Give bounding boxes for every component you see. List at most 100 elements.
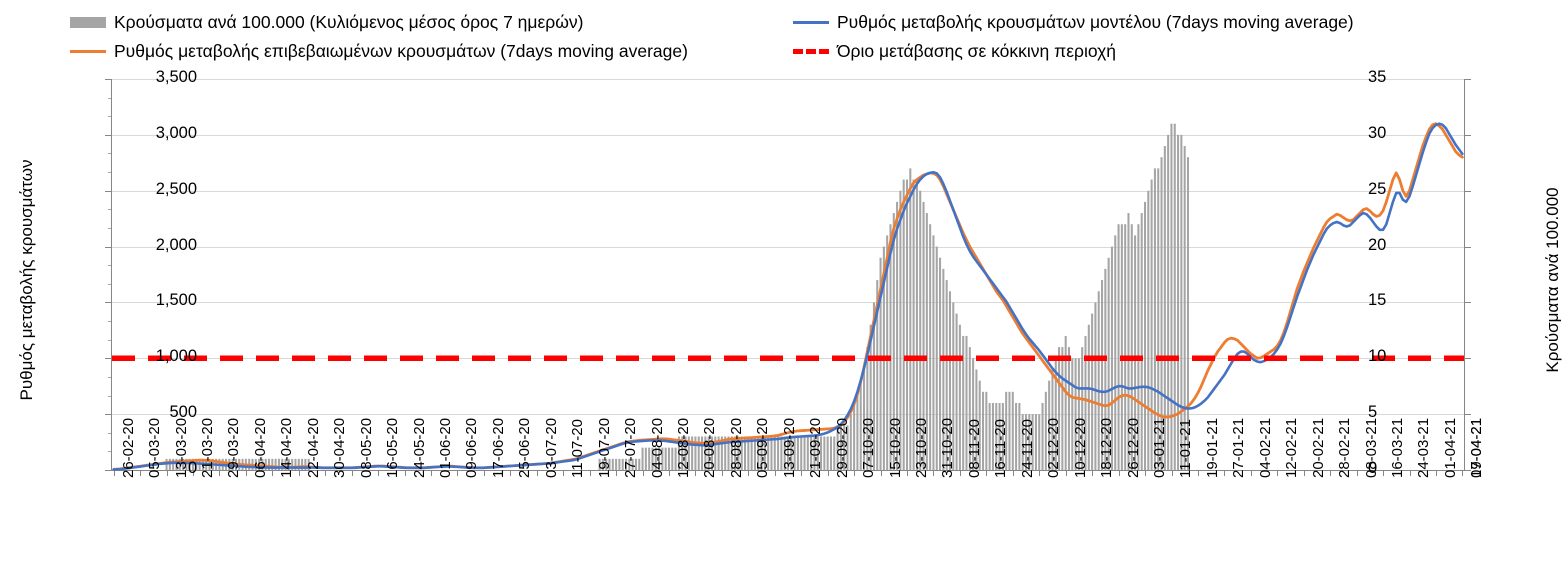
bar	[1114, 235, 1117, 470]
y-axis-label-left: 500	[169, 403, 197, 422]
bar	[876, 280, 879, 470]
bar	[1127, 213, 1130, 470]
y-axis-label-left: 1,000	[155, 347, 197, 366]
x-tick	[1171, 470, 1173, 476]
bar	[760, 436, 763, 470]
bar	[661, 447, 664, 470]
y-tick-minor	[108, 116, 112, 118]
bar	[714, 436, 717, 470]
bar	[1041, 402, 1044, 470]
x-axis-label: 27-07-20	[622, 417, 640, 478]
x-tick	[854, 470, 856, 476]
bar	[697, 436, 700, 470]
legend-item-bars[interactable]: Κρούσματα ανά 100.000 (Κυλιόμενος μέσος …	[70, 12, 583, 32]
x-tick	[642, 470, 644, 476]
y-axis-label-left: 1,500	[155, 291, 197, 310]
y-tick-minor	[108, 321, 112, 323]
bar	[839, 425, 842, 470]
bar	[1067, 347, 1070, 470]
bar	[1097, 291, 1100, 470]
bar	[919, 190, 922, 470]
x-tick	[431, 470, 432, 476]
y-axis-label-left: 0	[187, 459, 197, 477]
bar	[1147, 190, 1150, 470]
bar	[294, 458, 297, 470]
legend-item-threshold[interactable]: Όριο μετάβασης σε κόκκινη περιοχή	[793, 41, 1116, 61]
bar	[1094, 302, 1097, 470]
bar	[899, 190, 902, 470]
bar	[744, 436, 747, 470]
x-axis-label: 24-05-20	[410, 417, 428, 478]
bar	[707, 436, 710, 470]
x-tick	[774, 470, 776, 476]
bar	[1077, 358, 1080, 470]
bar	[972, 358, 975, 470]
bar	[638, 458, 641, 470]
legend-item-model-line[interactable]: Ρυθμός μεταβολής κρουσμάτων μοντέλου (7d…	[793, 12, 1354, 32]
x-axis-label: 08-11-20	[965, 419, 983, 478]
bar	[905, 179, 909, 470]
x-tick	[959, 470, 961, 476]
y-axis-label-right: 5	[1368, 403, 1378, 422]
bar	[982, 391, 985, 470]
bar	[178, 458, 181, 470]
plot-background	[112, 79, 1464, 470]
bar	[1018, 402, 1021, 470]
y-axis-label-right: 20	[1368, 235, 1387, 254]
bar	[284, 458, 287, 470]
gridline	[112, 134, 1464, 136]
bar	[773, 436, 776, 470]
bar	[634, 458, 637, 470]
bar	[866, 347, 869, 470]
y-tick-minor	[108, 376, 112, 378]
x-axis-label: 24-11-20	[1018, 419, 1036, 478]
legend-label-bars: Κρούσματα ανά 100.000 (Κυλιόμενος μέσος …	[114, 12, 584, 32]
x-axis-label: 19-07-20	[595, 417, 613, 478]
x-axis-label: 03-07-20	[542, 417, 560, 478]
bar	[829, 436, 832, 470]
bar	[1170, 123, 1173, 470]
bar	[730, 436, 733, 470]
bar	[1153, 168, 1156, 470]
x-axis-label: 13-03-20	[172, 417, 190, 478]
x-tick	[1197, 470, 1199, 476]
bar	[892, 213, 895, 470]
gridline	[112, 79, 1464, 80]
x-tick	[1356, 470, 1358, 476]
y-axis-line-right	[1464, 79, 1465, 470]
bar	[962, 335, 965, 470]
bar	[1034, 414, 1037, 470]
bar	[770, 436, 773, 470]
bar	[948, 291, 951, 470]
bar	[1101, 280, 1104, 470]
bar	[826, 436, 829, 470]
bar	[843, 425, 846, 470]
bar	[803, 436, 806, 470]
bar	[988, 402, 991, 470]
x-axis-label: 05-03-20	[146, 417, 164, 478]
legend-item-confirmed-line[interactable]: Ρυθμός μεταβολής επιβεβαιωμένων κρουσμάτ…	[70, 41, 688, 61]
y-axis-line-left	[111, 79, 112, 470]
bar	[790, 436, 793, 470]
x-tick	[219, 470, 221, 476]
bar	[598, 458, 601, 470]
bar	[727, 436, 730, 470]
bar	[998, 402, 1001, 470]
bar	[902, 179, 905, 470]
bar	[816, 436, 819, 470]
bar	[618, 458, 621, 470]
y-tick-minor	[108, 209, 112, 211]
bar	[915, 179, 918, 470]
x-axis-label: 02-12-20	[1045, 417, 1063, 478]
bar	[945, 280, 948, 470]
bar	[1150, 179, 1153, 470]
legend-swatch-bar-icon	[70, 16, 106, 28]
bar	[1180, 134, 1183, 471]
model-line-series	[112, 122, 1464, 471]
bar	[608, 458, 611, 470]
bar	[856, 391, 859, 470]
bar	[704, 436, 707, 470]
x-tick	[1330, 470, 1332, 476]
x-tick	[1012, 470, 1014, 476]
